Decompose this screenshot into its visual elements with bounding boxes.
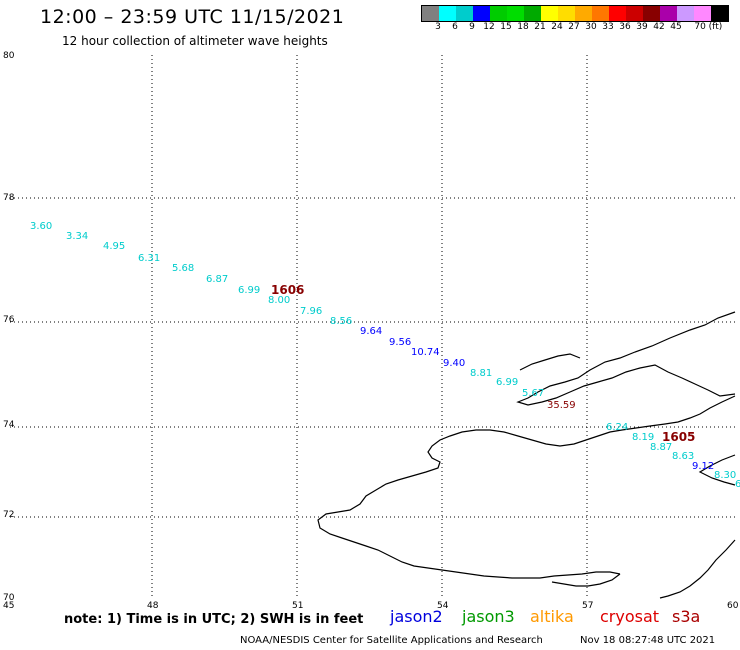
coastline [317, 311, 736, 599]
color-swatch [524, 6, 541, 21]
credit-line: NOAA/NESDIS Center for Satellite Applica… [240, 635, 543, 646]
latitude-label: 78 [3, 193, 15, 203]
wave-height-value: 6.24 [606, 422, 628, 433]
color-swatch [439, 6, 456, 21]
track-time-label: 1605 [662, 430, 695, 444]
wave-height-value: 5.67 [522, 388, 544, 399]
color-scale-label: 27 [568, 22, 580, 32]
graticule [10, 55, 735, 598]
longitude-label: 51 [292, 601, 303, 611]
color-swatch [558, 6, 575, 21]
color-scale-label: 30 [585, 22, 597, 32]
color-swatch [711, 6, 728, 21]
wave-height-value: 10.74 [411, 347, 440, 358]
latitude-label: 72 [3, 510, 14, 520]
longitude-label: 60 [727, 601, 739, 611]
wave-height-value: 6.99 [496, 377, 518, 388]
wave-height-value: 6.99 [238, 285, 260, 296]
color-swatch [575, 6, 592, 21]
wave-height-value: 9.64 [360, 326, 382, 337]
color-swatch [456, 6, 473, 21]
color-swatch [660, 6, 677, 21]
generated-time: Nov 18 08:27:48 UTC 2021 [580, 635, 716, 646]
wave-height-value: 7.96 [300, 306, 322, 317]
color-scale-label: 42 [653, 22, 665, 32]
satellite-altika: altika [530, 607, 574, 626]
wave-height-value: 4.95 [103, 241, 125, 252]
wave-height-value: 8.00 [268, 295, 290, 306]
wave-height-value: 9.12 [692, 461, 714, 472]
wave-height-value: 8.19 [632, 432, 654, 443]
color-scale-label: 21 [534, 22, 546, 32]
color-scale-label: 36 [619, 22, 631, 32]
map-title: 12:00 – 23:59 UTC 11/15/2021 [40, 6, 345, 28]
color-scale-label: 39 [636, 22, 648, 32]
wave-height-value: 9.56 [389, 337, 411, 348]
wave-height-value: 35.59 [547, 400, 576, 411]
wave-height-value: 3.60 [30, 221, 52, 232]
track-time-label: 1606 [271, 283, 304, 297]
wave-height-value: 3.34 [66, 231, 88, 242]
longitude-label: 54 [437, 601, 449, 611]
color-swatch [626, 6, 643, 21]
wave-height-value: 6.87 [206, 274, 228, 285]
color-swatch [609, 6, 626, 21]
wave-height-value: 8.81 [470, 368, 492, 379]
color-swatch [490, 6, 507, 21]
wave-height-value: 6 [735, 479, 740, 490]
longitude-label: 45 [3, 601, 14, 611]
color-scale-label: 12 [483, 22, 495, 32]
color-scale-label: 9 [469, 22, 475, 32]
latitude-label: 74 [3, 420, 15, 430]
latitude-labels: 80 78 76 74 72 70 [3, 51, 15, 603]
color-swatch [422, 6, 439, 21]
color-scale-label: 24 [551, 22, 563, 32]
latitude-label: 70 [3, 593, 15, 603]
wave-height-value: 8.63 [672, 451, 694, 462]
color-scale-label: 45 [670, 22, 682, 32]
color-scale-label: 15 [500, 22, 512, 32]
color-swatch [507, 6, 524, 21]
color-scale-label: 18 [517, 22, 529, 32]
units-note: note: 1) Time is in UTC; 2) SWH is in fe… [64, 612, 364, 627]
wave-height-value: 5.68 [172, 263, 194, 274]
color-scale-label: 3 [435, 22, 441, 32]
color-swatch [473, 6, 490, 21]
satellite-jason2: jason2 [390, 607, 443, 626]
wave-height-value: 9.40 [443, 358, 465, 369]
altimeter-tracks: 3.60 3.34 4.95 6.31 5.68 6.87 6.99 8.00 7.96 8.56… [30, 221, 740, 490]
satellite-cryosat: cryosat [600, 607, 660, 626]
color-swatch [592, 6, 609, 21]
color-scale-label: 33 [602, 22, 614, 32]
map-subtitle: 12 hour collection of altimeter wave hei… [62, 34, 328, 48]
satellite-s3a: s3a [672, 607, 701, 626]
color-swatch [541, 6, 558, 21]
wave-height-value: 8.30 [714, 470, 736, 481]
longitude-labels: 45 48 51 54 57 60 [3, 601, 739, 611]
color-scale-label: 6 [452, 22, 458, 32]
color-swatch [643, 6, 660, 21]
wave-height-color-scale [421, 5, 729, 22]
color-swatch [677, 6, 694, 21]
latitude-label: 76 [3, 315, 15, 325]
wave-height-value: 8.87 [650, 442, 672, 453]
wave-height-value: 8.56 [330, 316, 352, 327]
color-scale-label: 70 (ft) [694, 22, 723, 32]
longitude-label: 57 [582, 601, 593, 611]
latitude-label: 80 [3, 51, 15, 61]
color-swatch [694, 6, 711, 21]
longitude-label: 48 [147, 601, 159, 611]
color-scale-labels: 3 6 9 12 15 18 21 24 27 30 33 36 39 42 45 70 (ft) [421, 22, 731, 34]
wave-height-value: 6.31 [138, 253, 160, 264]
satellite-jason3: jason3 [462, 607, 515, 626]
